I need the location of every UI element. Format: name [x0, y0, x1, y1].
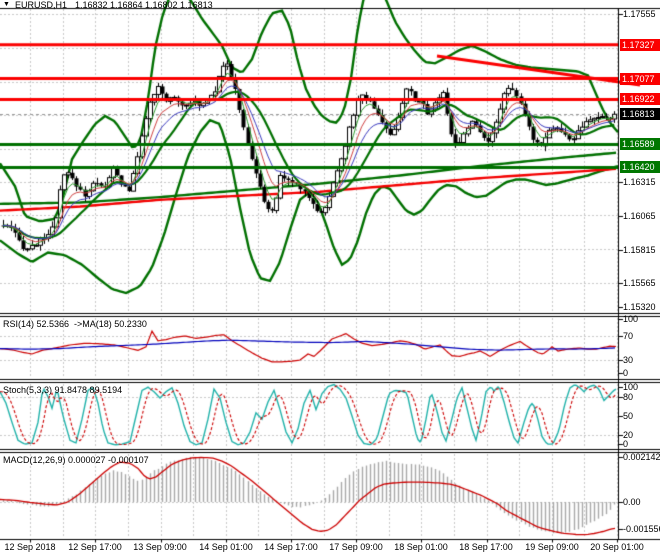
- price-badge-green: 1.16589: [620, 138, 660, 150]
- time-tick-label: 19 Sep 09:00: [525, 542, 579, 552]
- price-badge-red: 1.17077: [620, 73, 660, 85]
- indicator-tick-label: 0: [623, 439, 629, 449]
- price-tick-label: 1.16065: [623, 211, 656, 221]
- price-badge-red: 1.16922: [620, 93, 660, 105]
- ohlc-values: 1.16832 1.16864 1.16802 1.16813: [74, 0, 213, 10]
- rsi-indicator-label: RSI(14) 52.5366 ->MA(18) 50.2330: [3, 319, 147, 329]
- indicator-tick-label: 20: [623, 430, 634, 440]
- symbol-period-label: EURUSD,H1: [14, 0, 67, 10]
- time-tick-label: 20 Sep 01:00: [590, 542, 644, 552]
- chart-title: ▼ EURUSD,H1 1.16832 1.16864 1.16802 1.16…: [3, 0, 213, 10]
- price-badge-green: 1.16420: [620, 161, 660, 173]
- indicator-tick-label: 100: [623, 314, 639, 324]
- stoch-indicator-label: Stoch(5,3,3) 91.8478 89.5194: [3, 385, 123, 395]
- indicator-tick-label: 80: [623, 392, 634, 402]
- price-badge-red: 1.17327: [620, 39, 660, 51]
- indicator-tick-label: 50: [623, 411, 634, 421]
- time-tick-label: 17 Sep 09:00: [329, 542, 383, 552]
- time-tick-label: 13 Sep 09:00: [133, 542, 187, 552]
- price-tick-label: 1.15815: [623, 245, 656, 255]
- indicator-tick-label: -0.001556: [623, 524, 660, 534]
- time-tick-label: 12 Sep 17:00: [68, 542, 122, 552]
- indicator-tick-label: 0.00: [623, 497, 641, 507]
- macd-indicator-label: MACD(12,26,9) 0.000027 -0.000107: [3, 455, 149, 465]
- time-tick-label: 12 Sep 2018: [4, 542, 56, 552]
- symbol-dropdown-icon[interactable]: ▼: [3, 1, 10, 8]
- price-tick-label: 1.16315: [623, 177, 656, 187]
- price-tick-label: 1.15565: [623, 278, 656, 288]
- indicator-tick-label: 100: [623, 382, 639, 392]
- indicator-tick-label: 70: [623, 331, 634, 341]
- indicator-tick-label: 30: [623, 355, 634, 365]
- time-tick-label: 18 Sep 01:00: [394, 542, 448, 552]
- time-tick-label: 14 Sep 17:00: [264, 542, 318, 552]
- time-tick-label: 14 Sep 01:00: [199, 542, 253, 552]
- price-tick-label: 1.15320: [623, 302, 656, 312]
- time-tick-label: 18 Sep 17:00: [459, 542, 513, 552]
- indicator-tick-label: 0: [623, 368, 629, 378]
- price-badge-black: 1.16813: [620, 108, 660, 120]
- price-tick-label: 1.17555: [623, 9, 656, 19]
- indicator-tick-label: 0.002142: [623, 452, 660, 462]
